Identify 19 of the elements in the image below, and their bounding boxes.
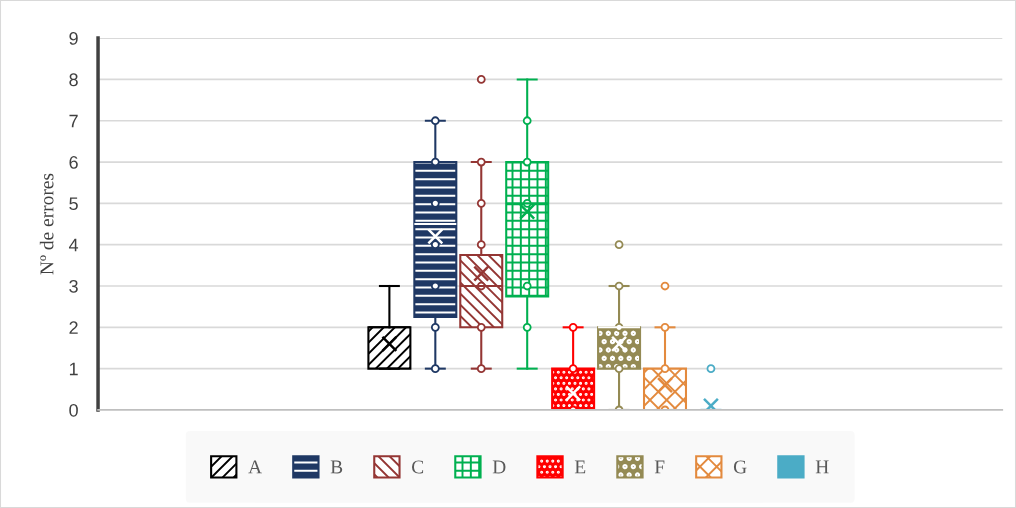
y-tick-label: 7 [69,114,78,128]
y-tick-label: 5 [69,197,78,211]
legend-label: F [654,460,665,474]
y-tick-label: 4 [68,238,79,252]
y-tick-label: 0 [69,403,78,417]
y-tick-label: 6 [69,155,78,169]
legend-label: B [330,460,343,474]
legend-label: E [574,460,586,474]
legend-label: D [492,460,506,474]
y-tick-label: 1 [69,362,78,376]
legend-label: A [248,460,262,474]
y-tick-label: 2 [69,321,78,334]
y-tick-label: 3 [69,279,78,293]
y-tick-label: 9 [69,32,78,45]
legend-label: G [733,460,747,474]
legend-label: H [815,460,829,474]
legend-label: C [411,460,424,474]
y-tick-label: 8 [69,73,78,87]
y-axis-title: Nº de errores [39,173,54,275]
